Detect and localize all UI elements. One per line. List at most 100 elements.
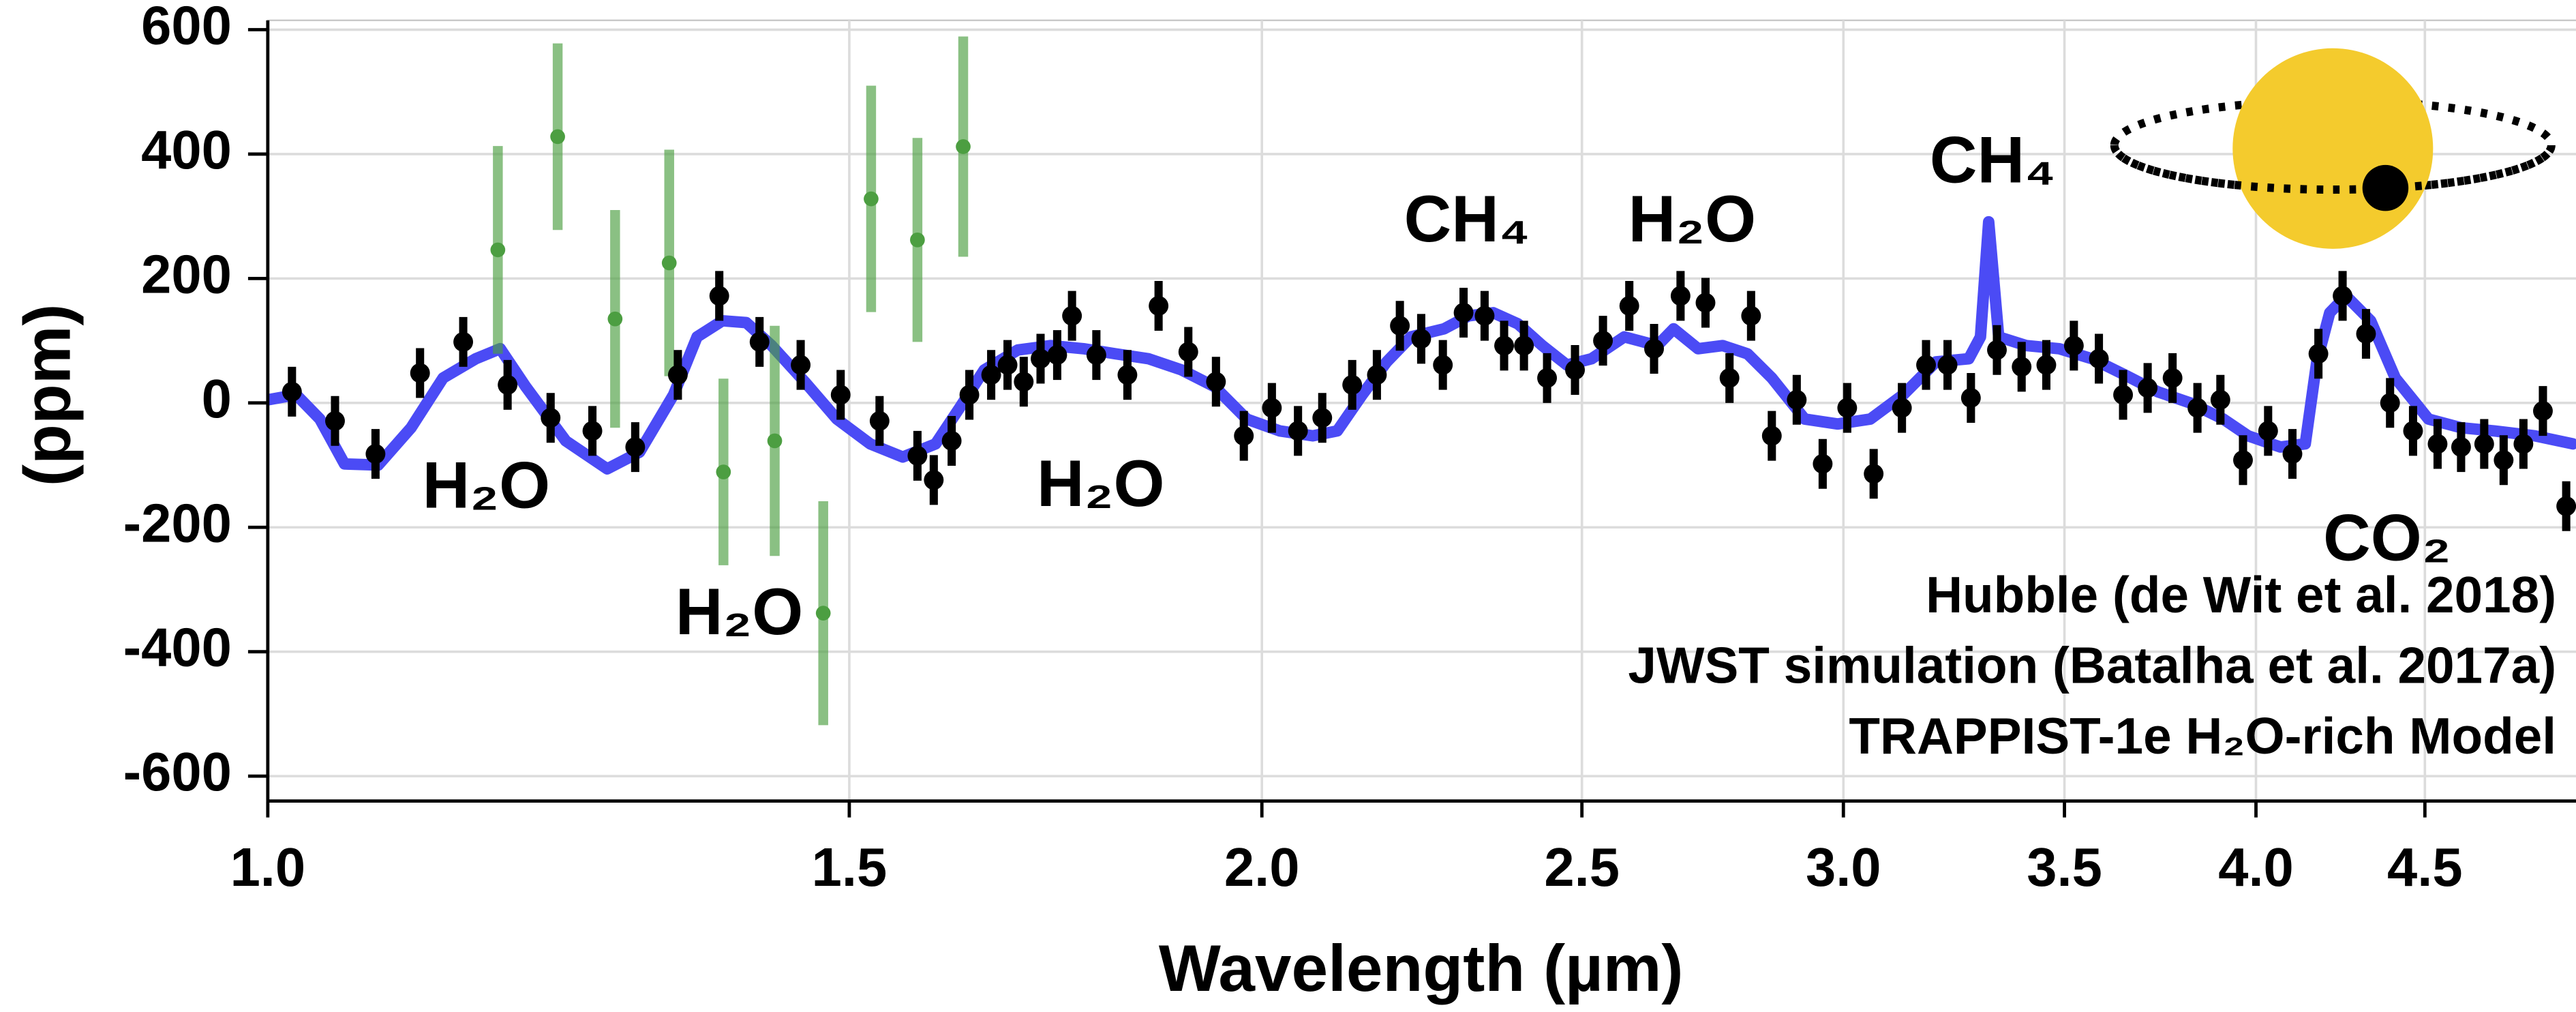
data-point (582, 421, 603, 441)
data-point (1719, 368, 1740, 388)
data-point (365, 444, 386, 464)
y-tick-label: 200 (141, 243, 232, 304)
data-point (625, 437, 646, 458)
x-tick-label: 4.5 (2387, 837, 2463, 897)
data-point (661, 255, 677, 271)
data-point (2513, 434, 2534, 454)
data-point (1761, 426, 1782, 446)
data-point (2187, 398, 2208, 418)
data-point (830, 385, 851, 405)
y-axis-label: (ppm) (12, 303, 85, 486)
data-point (2063, 336, 2084, 356)
data-point (1892, 398, 1912, 418)
data-point (2427, 434, 2448, 454)
data-point (1474, 306, 1495, 326)
planet (2362, 164, 2409, 211)
data-point (1086, 345, 1106, 366)
orbit-front (2110, 145, 2556, 194)
x-axis-label: Wavelength (µm) (1159, 932, 1684, 1005)
data-point (2451, 437, 2471, 458)
data-point (1262, 398, 1282, 418)
data-point (282, 381, 302, 402)
data-point (1047, 345, 1067, 366)
legend-entry: TRAPPIST-1e H₂O-rich Model (1849, 707, 2556, 764)
data-point (1987, 340, 2007, 360)
data-point (1741, 306, 1761, 326)
data-point (2556, 496, 2576, 516)
data-point (2162, 368, 2183, 388)
data-point (815, 606, 831, 621)
data-point (410, 363, 430, 383)
data-point (2333, 286, 2353, 306)
data-point (791, 355, 811, 375)
data-point (1411, 329, 1431, 349)
data-point (1864, 464, 1884, 484)
data-point (2308, 344, 2329, 364)
data-point (910, 232, 925, 248)
annotation: H₂O (676, 576, 803, 649)
data-point (453, 331, 474, 352)
y-tick-label: -200 (123, 492, 232, 553)
data-point (1916, 355, 1936, 375)
data-point (1837, 398, 1858, 418)
annotation: CO₂ (2323, 502, 2451, 575)
x-tick-label: 2.0 (1224, 837, 1300, 897)
data-point (2403, 421, 2423, 441)
y-tick-label: -600 (123, 741, 232, 802)
data-point (1813, 453, 1833, 474)
axes: -600 -400 -200 0 200 400 600 1.0 1.5 2.0 2.5 3.0 3.5… (123, 0, 2463, 897)
data-point (1514, 336, 1534, 356)
data-point (1062, 306, 1082, 326)
y-tick-label: 0 (202, 368, 232, 429)
data-point (924, 470, 944, 490)
data-point (956, 139, 971, 154)
data-point (767, 433, 783, 449)
data-point (1117, 365, 1138, 385)
data-point (2012, 357, 2032, 377)
data-point (2356, 324, 2376, 344)
data-point (1206, 372, 1226, 392)
data-point (1593, 331, 1613, 351)
data-point (941, 430, 962, 451)
data-point (749, 331, 770, 352)
data-point (1149, 296, 1169, 316)
data-point (2282, 444, 2303, 464)
annotation: H₂O (1628, 183, 1756, 256)
data-point (2533, 401, 2553, 421)
data-point (490, 242, 506, 258)
y-tick-label: -400 (123, 617, 232, 678)
data-point (1433, 355, 1453, 375)
data-point (2036, 355, 2057, 375)
plot-area (267, 36, 2576, 726)
legend-entry: Hubble (de Wit et al. 2018) (1926, 566, 2556, 623)
data-point (997, 355, 1018, 375)
x-tick-label: 2.5 (1544, 837, 1620, 897)
planet-transit-icon (2110, 48, 2556, 249)
legend-entry: JWST simulation (Batalha et al. 2017a) (1628, 637, 2556, 694)
x-tick-label: 3.5 (2027, 837, 2102, 897)
data-point (1178, 342, 1198, 362)
data-point (869, 411, 890, 431)
star (2232, 48, 2434, 249)
data-point (1494, 336, 1514, 356)
annotation: CH₄ (1930, 123, 2056, 196)
data-point (2113, 385, 2134, 405)
data-point (1234, 426, 1254, 446)
data-point (1453, 303, 1474, 323)
data-point (716, 464, 731, 479)
data-point (864, 191, 879, 207)
data-point (1644, 338, 1664, 359)
y-tick-label: 400 (141, 119, 232, 180)
data-point (2138, 378, 2158, 398)
data-point (498, 374, 518, 395)
data-point (1619, 296, 1639, 316)
data-point (1937, 355, 1958, 375)
data-point (541, 408, 561, 428)
data-point (1342, 374, 1363, 395)
data-point (1695, 293, 1716, 313)
data-point (607, 311, 623, 327)
data-point (1537, 368, 1558, 388)
data-point (667, 365, 688, 385)
data-point (1031, 348, 1050, 369)
